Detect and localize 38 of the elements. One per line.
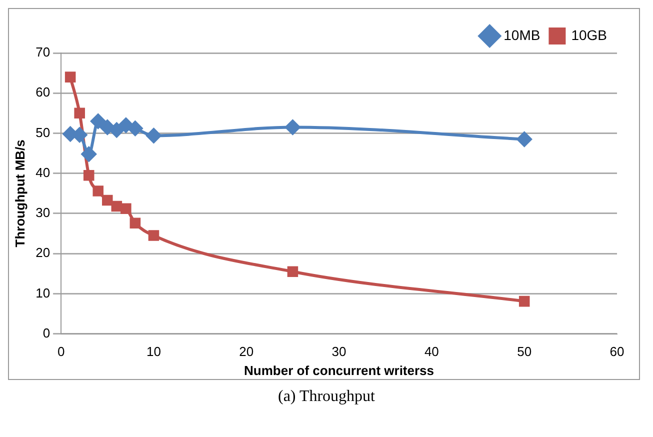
y-tick-label: 30 bbox=[36, 205, 50, 220]
x-tick-label: 50 bbox=[517, 344, 532, 360]
x-tick-label: 40 bbox=[424, 344, 439, 360]
point bbox=[128, 120, 143, 136]
point bbox=[130, 218, 141, 228]
point bbox=[111, 200, 122, 212]
point bbox=[146, 128, 162, 144]
y-tick-label: 20 bbox=[36, 245, 50, 260]
x-tick-label: 10 bbox=[146, 344, 161, 360]
point bbox=[83, 170, 94, 181]
legend-label: 10GB bbox=[571, 26, 608, 43]
x-axis-title: Number of concurrent writerss bbox=[244, 362, 434, 378]
x-tick-label: 30 bbox=[332, 344, 346, 360]
point bbox=[518, 296, 530, 307]
y-tick-label: 60 bbox=[36, 84, 50, 100]
x-tick-label: 60 bbox=[610, 344, 624, 360]
point bbox=[102, 194, 113, 206]
y-tick-label: 10 bbox=[36, 285, 50, 300]
point bbox=[64, 72, 76, 82]
point bbox=[92, 186, 104, 196]
y-tick-label: 0 bbox=[42, 325, 50, 340]
legend-label: 10MB bbox=[504, 26, 540, 43]
point bbox=[516, 132, 532, 147]
point bbox=[148, 230, 160, 241]
x-tick-label: 0 bbox=[57, 344, 65, 360]
point bbox=[109, 122, 124, 138]
point bbox=[90, 114, 106, 129]
point bbox=[285, 120, 300, 135]
y-tick-label: 50 bbox=[36, 124, 50, 140]
point bbox=[120, 203, 132, 214]
x-tick-label: 20 bbox=[239, 344, 254, 360]
y-axis-title: Throughput MB/s bbox=[12, 140, 28, 248]
point bbox=[81, 146, 96, 162]
point bbox=[287, 266, 298, 278]
y-tick-label: 70 bbox=[36, 44, 50, 60]
point bbox=[74, 108, 85, 119]
text: (a) Throughput bbox=[276, 388, 376, 406]
y-tick-label: 40 bbox=[36, 164, 50, 180]
